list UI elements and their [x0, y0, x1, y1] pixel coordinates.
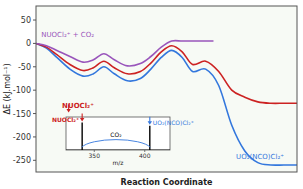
y-tick-label: 0 [26, 39, 31, 48]
line [36, 43, 297, 165]
arrow-head [66, 109, 70, 113]
chart: 50 0 -50 -100 -150 -200 -250 ΔE (kJ.mol⁻¹) React… [0, 0, 303, 189]
annotation: UO₂(NCO)Cl₂⁺ [236, 153, 284, 161]
x-axis-label: Reaction Coordinate [121, 178, 213, 187]
annotation: NUOCl₂⁺ [62, 102, 94, 110]
y-tick-label: -100 [13, 86, 31, 95]
line [36, 43, 297, 103]
y-tick-label: -200 [13, 133, 31, 142]
annotations: NUOCl₂⁺ + CO₂ UO₂(NCO)Cl₂⁺ NUOCl₂⁺ [41, 31, 284, 162]
lines [36, 41, 297, 166]
arrow-head [80, 118, 84, 122]
inset-x-tick-label: 400 [139, 152, 151, 159]
plot-background [36, 6, 297, 172]
inset: 350 400 m/z NUOCl₂⁺ UO₂(NCO)Cl₂⁺ CO₂ [52, 114, 194, 167]
y-tick-label: -50 [18, 63, 31, 72]
y-axis-label: ΔE (kJ.mol⁻¹) [3, 63, 12, 114]
line [36, 41, 213, 66]
inset-annotation: UO₂(NCO)Cl₂⁺ [153, 119, 194, 126]
inset-annotation: CO₂ [110, 131, 122, 138]
y-tick-label: -250 [13, 156, 31, 165]
y-tick-label: -150 [13, 110, 31, 119]
annotation: NUOCl₂⁺ + CO₂ [41, 31, 94, 39]
inset-x-axis-label: m/z [112, 159, 123, 166]
inset-annotation: NUOCl₂⁺ [52, 116, 79, 123]
arrow-line [149, 117, 150, 122]
stems [66, 123, 170, 151]
plot-frame [36, 6, 297, 172]
inset-x-tick-label: 350 [89, 152, 101, 159]
inset-arc [82, 140, 151, 148]
y-tick-label: 50 [21, 16, 31, 25]
arrow-line [68, 104, 69, 109]
arrow-head [148, 121, 152, 125]
arrow-line [82, 114, 83, 119]
